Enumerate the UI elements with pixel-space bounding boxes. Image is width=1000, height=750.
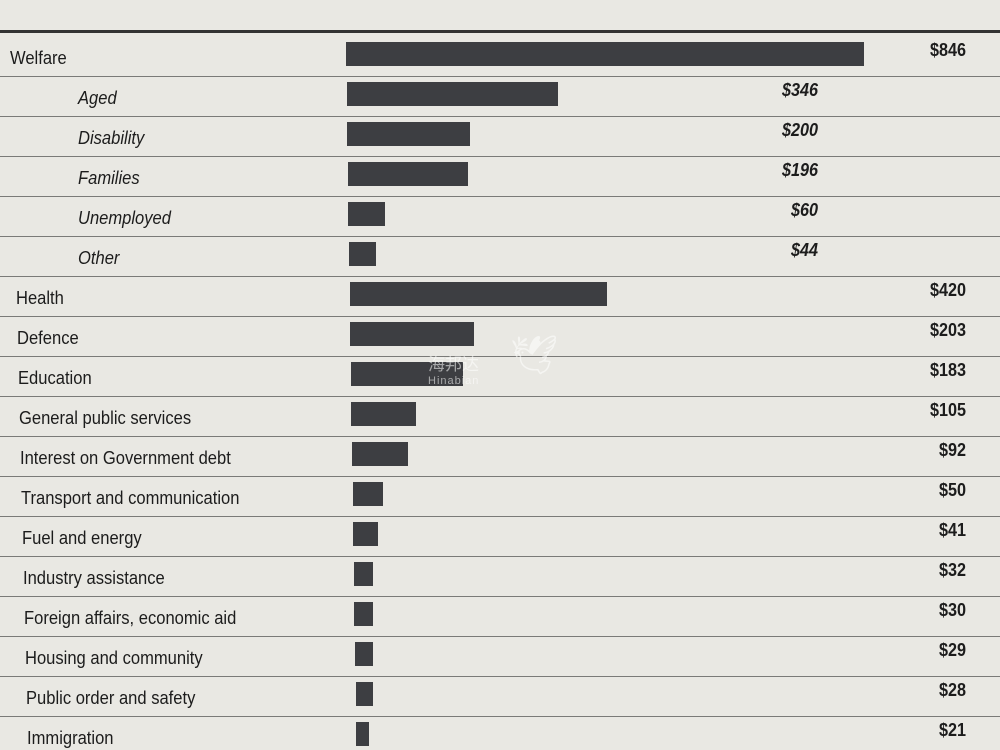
row-label: Other [78,248,120,268]
value-label: $44 [790,240,818,260]
row-label: Housing and community [25,648,203,668]
row-label: Welfare [10,48,67,68]
value-label: $32 [938,560,966,580]
row-label: Unemployed [78,208,171,228]
value-label: $200 [781,120,818,140]
value-label: $92 [938,440,966,460]
bar [347,122,470,146]
row-label: Fuel and energy [22,528,142,548]
value-label: $846 [929,40,966,60]
chart-row: General public services $105 [0,396,1000,437]
chart-row: Defence $203 [0,316,1000,357]
chart-row: Immigration $21 [0,716,1000,750]
chart-row: Health $420 [0,276,1000,317]
value-label: $28 [938,680,966,700]
value-label: $183 [929,360,966,380]
row-label: Industry assistance [23,568,165,588]
chart-row: Aged $346 [0,76,1000,117]
row-label: Health [16,288,64,308]
row-label: Education [18,368,92,388]
bar [346,42,864,66]
row-label: Families [78,168,140,188]
row-label: Interest on Government debt [20,448,231,468]
chart-row: Public order and safety $28 [0,676,1000,717]
value-label: $60 [790,200,818,220]
bar [355,642,373,666]
chart-row: Housing and community $29 [0,636,1000,677]
chart-row: Families $196 [0,156,1000,197]
bar [346,82,559,106]
bar [355,682,373,706]
bar [349,242,376,266]
bar [352,482,384,506]
bar [353,562,374,586]
value-label: $50 [938,480,966,500]
bar [349,282,607,306]
row-label: Immigration [27,728,114,748]
value-label: $196 [781,160,818,180]
value-label: $105 [929,400,966,420]
row-label: Transport and communication [21,488,240,508]
bar [350,362,463,386]
bar [347,162,468,186]
row-label: Defence [17,328,79,348]
top-rule [0,30,1000,33]
chart-row: Disability $200 [0,116,1000,157]
chart-row: Interest on Government debt $92 [0,436,1000,477]
value-label: $203 [929,320,966,340]
bar [350,322,475,346]
value-label: $346 [781,80,818,100]
bar [348,202,386,226]
row-label: Disability [78,128,145,148]
bar [356,722,370,746]
bar [354,602,373,626]
bar [352,442,409,466]
bar [351,402,416,426]
value-label: $29 [938,640,966,660]
chart-row: Other $44 [0,236,1000,277]
chart-row: Transport and communication $50 [0,476,1000,517]
value-label: $420 [929,280,966,300]
chart-row: Education $183 [0,356,1000,397]
chart-row: Fuel and energy $41 [0,516,1000,557]
chart-row: Welfare $846 [0,36,1000,77]
bar [353,522,379,546]
row-label: General public services [19,408,192,428]
value-label: $21 [938,720,966,740]
value-label: $41 [938,520,966,540]
chart-row: Foreign affairs, economic aid $30 [0,596,1000,637]
row-label: Foreign affairs, economic aid [24,608,237,628]
row-label: Public order and safety [26,688,196,708]
value-label: $30 [938,600,966,620]
chart-row: Industry assistance $32 [0,556,1000,597]
row-label: Aged [78,88,117,108]
chart-row: Unemployed $60 [0,196,1000,237]
